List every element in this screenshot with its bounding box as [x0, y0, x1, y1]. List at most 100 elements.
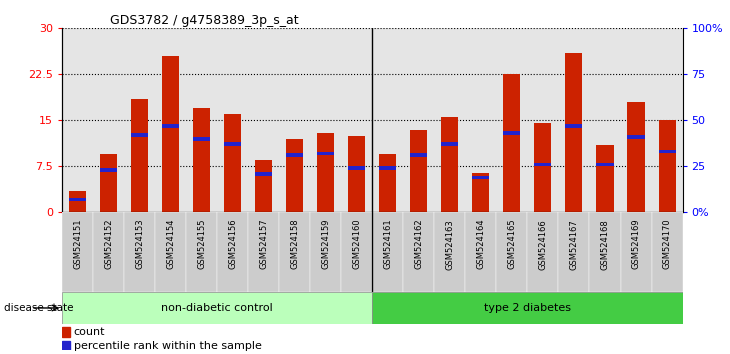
Text: GSM524156: GSM524156	[228, 219, 237, 269]
Bar	[100, 154, 117, 212]
Text: GSM524169: GSM524169	[631, 219, 640, 269]
Bar	[100, 168, 117, 172]
Bar	[255, 172, 272, 176]
Bar	[372, 212, 404, 292]
Bar	[69, 191, 86, 212]
Bar	[442, 117, 458, 212]
Bar	[69, 198, 86, 201]
Bar	[255, 160, 272, 212]
Bar	[193, 137, 210, 141]
Bar	[318, 133, 334, 212]
Text: GSM524158: GSM524158	[291, 219, 299, 269]
Bar	[193, 108, 210, 212]
Bar	[218, 28, 248, 212]
Bar	[318, 152, 334, 155]
Bar	[186, 28, 218, 212]
Text: GSM524159: GSM524159	[321, 219, 330, 269]
Bar	[131, 133, 148, 137]
Text: GSM524160: GSM524160	[353, 219, 361, 269]
Text: GSM524162: GSM524162	[415, 219, 423, 269]
Bar	[404, 212, 434, 292]
Bar	[496, 28, 528, 212]
Bar	[658, 120, 675, 212]
Bar	[155, 212, 186, 292]
Text: type 2 diabetes: type 2 diabetes	[484, 303, 571, 313]
Bar	[93, 212, 124, 292]
Bar	[534, 124, 551, 212]
Bar	[528, 28, 558, 212]
Bar	[596, 145, 613, 212]
Bar	[286, 154, 303, 157]
Bar	[590, 212, 620, 292]
Bar	[224, 142, 241, 146]
Bar	[566, 53, 583, 212]
Text: percentile rank within the sample: percentile rank within the sample	[74, 341, 261, 350]
Text: GSM524155: GSM524155	[197, 219, 206, 269]
Bar	[62, 327, 70, 337]
Bar	[410, 130, 427, 212]
Bar	[279, 212, 310, 292]
Bar	[62, 341, 70, 350]
Bar	[224, 114, 241, 212]
Bar	[162, 56, 179, 212]
Text: GSM524151: GSM524151	[73, 219, 82, 269]
Bar	[342, 28, 372, 212]
Bar	[652, 28, 683, 212]
Text: GSM524163: GSM524163	[445, 219, 454, 269]
Text: GSM524165: GSM524165	[507, 219, 516, 269]
Bar	[310, 212, 342, 292]
Bar	[496, 212, 528, 292]
Bar	[658, 150, 675, 154]
Bar	[248, 28, 279, 212]
Bar	[162, 124, 179, 128]
Bar	[279, 28, 310, 212]
Bar	[472, 176, 489, 179]
Text: GSM524153: GSM524153	[135, 219, 144, 269]
Bar	[342, 212, 372, 292]
Text: GSM524168: GSM524168	[601, 219, 610, 269]
Bar	[124, 212, 155, 292]
Bar	[124, 28, 155, 212]
Bar	[380, 154, 396, 212]
Bar	[410, 154, 427, 157]
Bar	[628, 135, 645, 139]
Bar	[472, 172, 489, 212]
Bar	[248, 212, 279, 292]
Bar	[372, 28, 404, 212]
Bar	[620, 212, 652, 292]
Text: disease state: disease state	[4, 303, 73, 313]
Bar	[93, 28, 124, 212]
Text: GSM524161: GSM524161	[383, 219, 392, 269]
Bar	[528, 212, 558, 292]
Bar	[286, 139, 303, 212]
Bar	[442, 142, 458, 146]
Bar	[310, 28, 342, 212]
Bar	[62, 292, 372, 324]
Bar	[504, 74, 520, 212]
Bar	[558, 28, 590, 212]
Bar	[62, 212, 93, 292]
Bar	[504, 131, 520, 135]
Bar	[186, 212, 218, 292]
Bar	[466, 212, 496, 292]
Bar	[348, 166, 365, 170]
Bar	[628, 102, 645, 212]
Bar	[434, 212, 466, 292]
Text: GSM524157: GSM524157	[259, 219, 268, 269]
Text: non-diabetic control: non-diabetic control	[161, 303, 273, 313]
Bar	[466, 28, 496, 212]
Bar	[218, 212, 248, 292]
Text: GSM524167: GSM524167	[569, 219, 578, 269]
Bar	[348, 136, 365, 212]
Bar	[131, 99, 148, 212]
Text: GDS3782 / g4758389_3p_s_at: GDS3782 / g4758389_3p_s_at	[110, 14, 298, 27]
Text: GSM524166: GSM524166	[539, 219, 548, 269]
Text: count: count	[74, 327, 105, 337]
Bar	[434, 28, 466, 212]
Bar	[652, 212, 683, 292]
Bar	[590, 28, 620, 212]
Bar	[155, 28, 186, 212]
Bar	[558, 212, 590, 292]
Bar	[534, 163, 551, 166]
Bar	[372, 292, 683, 324]
